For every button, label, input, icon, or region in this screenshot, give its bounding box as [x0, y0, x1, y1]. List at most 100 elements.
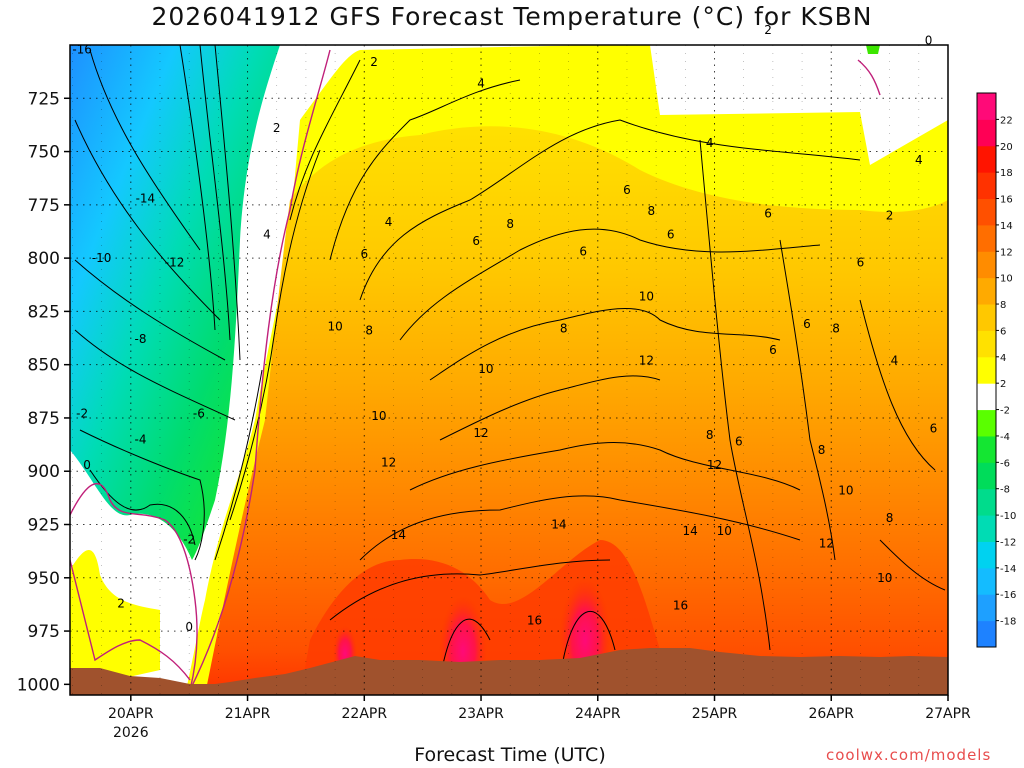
contour-label: 10: [838, 483, 853, 497]
y-tick-label: 750: [28, 143, 60, 163]
contour-label: 8: [506, 217, 514, 231]
contour-label: 6: [579, 245, 587, 259]
y-tick-label: 900: [28, 462, 60, 482]
colorbar-label: -8: [1000, 485, 1010, 496]
chart-title: 2026041912 GFS Forecast Temperature (°C)…: [151, 2, 873, 31]
colorbar-swatch: [977, 383, 996, 411]
contour-label: 8: [560, 321, 568, 335]
yellow-left-region: [70, 550, 160, 690]
contour-label: 12: [639, 353, 654, 367]
colorbar-label: 14: [1000, 221, 1013, 232]
colorbar-swatch: [977, 277, 996, 305]
green-spot: [866, 45, 880, 54]
colorbar-label: 18: [1000, 168, 1013, 179]
contour-label: 12: [707, 458, 722, 472]
contour-label: 8: [832, 321, 840, 335]
x-tick-sublabel: 2026: [113, 725, 149, 741]
contour-label: 4: [385, 215, 393, 229]
zero-contours: [70, 49, 881, 691]
contour-label: 6: [735, 434, 743, 448]
contour-label: 6: [623, 183, 631, 197]
contour-label: -2: [183, 532, 195, 546]
colorbar-swatch: [977, 198, 996, 226]
colorbar-label: 16: [1000, 195, 1013, 206]
colorbar-swatch: [977, 567, 996, 595]
colorbar-swatch: [977, 356, 996, 384]
contour-label: 6: [803, 317, 811, 331]
contour-label: 8: [706, 428, 714, 442]
x-tick-label: 23APR: [458, 706, 504, 722]
contour-label: 8: [818, 443, 826, 457]
terrain-ground: [70, 648, 948, 695]
y-tick-label: 825: [28, 302, 60, 322]
contour-label: 6: [764, 206, 772, 220]
colorbar-swatch: [977, 594, 996, 622]
contour-label: 16: [673, 598, 688, 612]
colorbar-swatch: [977, 488, 996, 516]
colorbar-label: 8: [1000, 300, 1006, 311]
contour-label: 10: [717, 524, 732, 538]
y-tick-label: 775: [28, 196, 60, 216]
colorbar-swatch: [977, 145, 996, 173]
white-gap: [672, 45, 948, 120]
colorbar-swatch: [977, 304, 996, 331]
colorbar-swatch: [977, 435, 996, 463]
contour-label: 16: [527, 613, 542, 627]
colorbar-swatch: [977, 620, 996, 648]
temperature-field: [70, 45, 948, 695]
contour-label: -4: [135, 432, 147, 446]
source-credit: coolwx.com/models: [826, 746, 992, 764]
contour-label: -8: [135, 332, 147, 346]
contour-label: 10: [877, 571, 892, 585]
colorbar-swatch: [977, 93, 996, 120]
contour-labels: -16-14-10-12-8-2-4-60-220224446688101012…: [72, 23, 937, 670]
colorbar-label: 22: [1000, 115, 1013, 126]
colorbar-label: -6: [1000, 458, 1010, 469]
contour-label: -16: [72, 42, 92, 56]
contour-label: -14: [136, 191, 156, 205]
contour-label: 2: [886, 208, 894, 222]
x-tick-label: 22APR: [342, 706, 388, 722]
colorbar-label: 4: [1000, 353, 1006, 364]
grid-lines: [70, 45, 948, 695]
y-tick-label: 925: [28, 516, 60, 536]
contour-label: 12: [381, 456, 396, 470]
y-axis: 725 750 775 800 825 850 875 900 925 950 975 1000: [17, 89, 70, 695]
colorbar-label: -16: [1000, 590, 1016, 601]
x-tick-label: 24APR: [575, 706, 621, 722]
contour-lines: [74, 45, 946, 681]
colorbar-swatch: [977, 462, 996, 490]
contour-label: 8: [886, 511, 894, 525]
y-tick-label: 850: [28, 356, 60, 376]
contour-label: 10: [371, 409, 386, 423]
contour-label: 12: [473, 426, 488, 440]
contour-label: 12: [819, 537, 834, 551]
contour-label: 4: [891, 353, 899, 367]
contour-label: 8: [647, 204, 655, 218]
warm-region: [205, 126, 948, 695]
y-tick-label: 1000: [17, 675, 60, 695]
x-axis: 20APR 2026 21APR 22APR 23APR 24APR 25APR 26APR 2…: [108, 695, 971, 741]
x-tick-label: 27APR: [925, 706, 971, 722]
contour-label: 14: [683, 524, 698, 538]
contour-label: 2: [764, 23, 772, 37]
contour-label: 4: [477, 76, 485, 90]
colorbar-label: -2: [1000, 406, 1010, 417]
colorbar-label: 6: [1000, 326, 1006, 337]
colorbar-label: -4: [1000, 432, 1010, 443]
colorbar-swatch: [977, 515, 996, 542]
contour-label: 6: [930, 422, 938, 436]
y-tick-label: 725: [28, 89, 60, 109]
contour-label: 0: [83, 458, 91, 472]
colorbar-frame: [976, 92, 997, 648]
colorbar-label: -14: [1000, 564, 1016, 575]
contour-label: 6: [667, 228, 675, 242]
contour-label: 10: [639, 289, 654, 303]
contour-label: 0: [925, 34, 933, 48]
contour-label: 4: [263, 228, 271, 242]
contour-label: 2: [370, 55, 378, 69]
y-tick-label: 875: [28, 409, 60, 429]
contour-label: -12: [165, 255, 185, 269]
colorbar-label: 12: [1000, 247, 1013, 258]
